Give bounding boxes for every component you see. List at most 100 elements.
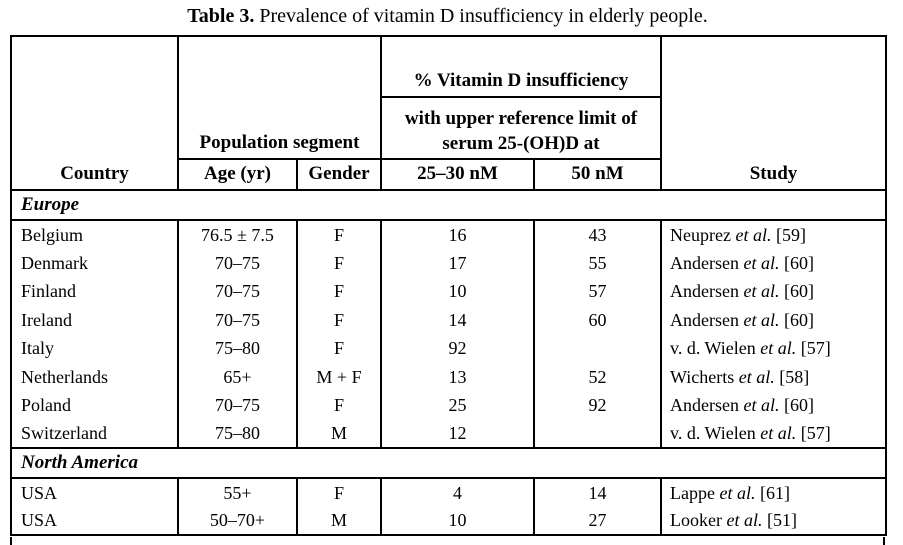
table-row: Italy 75–80 F 92 v. d. Wielen et al. [57] — [11, 334, 886, 363]
study-author: Looker — [670, 510, 722, 531]
table-row: Belgium 76.5 ± 7.5 F 16 43 Neuprez et al. [59… — [11, 220, 886, 249]
cell-pct-50 — [534, 419, 662, 448]
cell-gender: F — [297, 220, 382, 249]
table-cropped-edge — [10, 537, 885, 545]
study-author: Andersen — [670, 395, 739, 416]
study-author: v. d. Wielen — [670, 423, 756, 444]
table-row: USA 50–70+ M 10 27 Looker et al. [51] — [11, 506, 886, 536]
header-vitd-subtitle-line2: serum 25-(OH)D at — [442, 133, 600, 154]
study-author: Wicherts — [670, 366, 735, 387]
cell-age: 65+ — [178, 362, 298, 391]
cell-country: Italy — [11, 334, 179, 363]
table-row: Poland 70–75 F 25 92 Andersen et al. [60] — [11, 391, 886, 420]
cell-pct-50 — [534, 334, 662, 363]
vitamin-d-insufficiency-table: Country Population segment % Vitamin D i… — [10, 35, 887, 536]
cell-pct-25-30: 10 — [381, 277, 535, 306]
cell-study: Wicherts et al. [58] — [661, 363, 886, 392]
cell-study: Andersen et al. [60] — [661, 249, 886, 278]
cell-gender: F — [297, 305, 382, 334]
study-ref: [60] — [783, 252, 814, 273]
table-row: Ireland 70–75 F 14 60 Andersen et al. [60] — [11, 305, 886, 335]
study-etal: et al. — [738, 366, 775, 387]
cell-country: Belgium — [11, 220, 179, 249]
study-ref: [61] — [759, 482, 790, 503]
cell-age: 75–80 — [178, 419, 298, 448]
study-ref: [60] — [783, 281, 814, 302]
header-row-bottom: Age (yr) Gender 25–30 nM 50 nM — [11, 159, 886, 190]
study-etal: et al. — [760, 423, 797, 444]
header-study: Study — [749, 163, 798, 184]
cell-pct-50: 27 — [534, 506, 662, 535]
table-body: Europe Belgium 76.5 ± 7.5 F 16 43 Neuprez et a… — [11, 189, 886, 536]
table-header: Country Population segment % Vitamin D i… — [11, 36, 886, 190]
cell-pct-25-30: 92 — [381, 334, 535, 363]
cell-study: Looker et al. [51] — [661, 507, 886, 536]
header-population-segment: Population segment — [178, 36, 382, 160]
cell-gender: M + F — [297, 362, 382, 391]
study-etal: et al. — [743, 252, 780, 273]
header-limit-50: 50 nM — [534, 159, 662, 190]
cell-age: 55+ — [178, 478, 298, 507]
study-ref: [59] — [775, 224, 806, 245]
cell-country: Switzerland — [11, 419, 179, 448]
cell-pct-50: 14 — [534, 478, 662, 507]
study-etal: et al. — [735, 224, 772, 245]
study-ref: [57] — [800, 338, 831, 359]
table-caption-text: Prevalence of vitamin D insufficiency in… — [254, 5, 708, 27]
cell-pct-25-30: 17 — [381, 248, 535, 277]
cell-study: v. d. Wielen et al. [57] — [661, 420, 886, 449]
study-etal: et al. — [743, 309, 780, 330]
study-author: Andersen — [670, 309, 739, 330]
cell-country: Poland — [11, 391, 179, 420]
cell-pct-25-30: 12 — [381, 419, 535, 448]
header-vitd-title: % Vitamin D insufficiency — [381, 36, 662, 98]
section-label: North America — [11, 447, 886, 479]
section-label: Europe — [11, 189, 886, 221]
table-row: Netherlands 65+ M + F 13 52 Wicherts et al. [… — [11, 362, 886, 392]
header-row-top: Country Population segment % Vitamin D i… — [11, 36, 886, 190]
header-vitd-subtitle-line1: with upper reference limit of — [404, 108, 638, 129]
cell-study: Neuprez et al. [59] — [661, 220, 886, 249]
header-gender: Gender — [297, 159, 382, 190]
cell-age: 70–75 — [178, 391, 298, 420]
study-ref: [57] — [800, 423, 831, 444]
cell-country: Netherlands — [11, 362, 179, 391]
study-etal: et al. — [743, 395, 780, 416]
cell-pct-50: 92 — [534, 391, 662, 420]
cell-gender: F — [297, 248, 382, 277]
cell-country: Denmark — [11, 248, 179, 277]
cell-pct-25-30: 25 — [381, 391, 535, 420]
header-row-mid: with upper reference limit of serum 25-(… — [11, 97, 886, 160]
cell-pct-25-30: 13 — [381, 362, 535, 391]
cell-study: Andersen et al. [60] — [661, 391, 886, 420]
cell-gender: F — [297, 391, 382, 420]
cell-gender: M — [297, 506, 382, 535]
study-ref: [60] — [783, 395, 814, 416]
table-row: Switzerland 75–80 M 12 v. d. Wielen et al. [… — [11, 419, 886, 449]
cell-age: 76.5 ± 7.5 — [178, 220, 298, 249]
cell-age: 50–70+ — [178, 506, 298, 535]
study-author: Lappe — [670, 482, 715, 503]
header-vitd-subtitle: with upper reference limit of serum 25-(… — [381, 97, 662, 160]
cell-age: 70–75 — [178, 305, 298, 334]
cell-pct-50: 60 — [534, 305, 662, 334]
cell-age: 70–75 — [178, 277, 298, 306]
section-row: Europe — [11, 189, 886, 221]
cell-study: Lappe et al. [61] — [661, 478, 886, 507]
cell-gender: F — [297, 277, 382, 306]
header-limit-25-30: 25–30 nM — [381, 159, 535, 190]
cell-pct-25-30: 4 — [381, 478, 535, 507]
cell-age: 75–80 — [178, 334, 298, 363]
cell-country: USA — [11, 506, 179, 535]
cell-study: Andersen et al. [60] — [661, 306, 886, 335]
study-etal: et al. — [726, 510, 763, 531]
cell-country: Ireland — [11, 305, 179, 334]
cell-study: v. d. Wielen et al. [57] — [661, 334, 886, 363]
table-caption-label: Table 3. — [187, 5, 255, 27]
table-row: Finland 70–75 F 10 57 Andersen et al. [60] — [11, 277, 886, 306]
study-author: Andersen — [670, 252, 739, 273]
table-caption: Table 3. Prevalence of vitamin D insuffi… — [10, 4, 885, 28]
cell-pct-50: 43 — [534, 220, 662, 249]
table-row: USA 55+ F 4 14 Lappe et al. [61] — [11, 478, 886, 507]
